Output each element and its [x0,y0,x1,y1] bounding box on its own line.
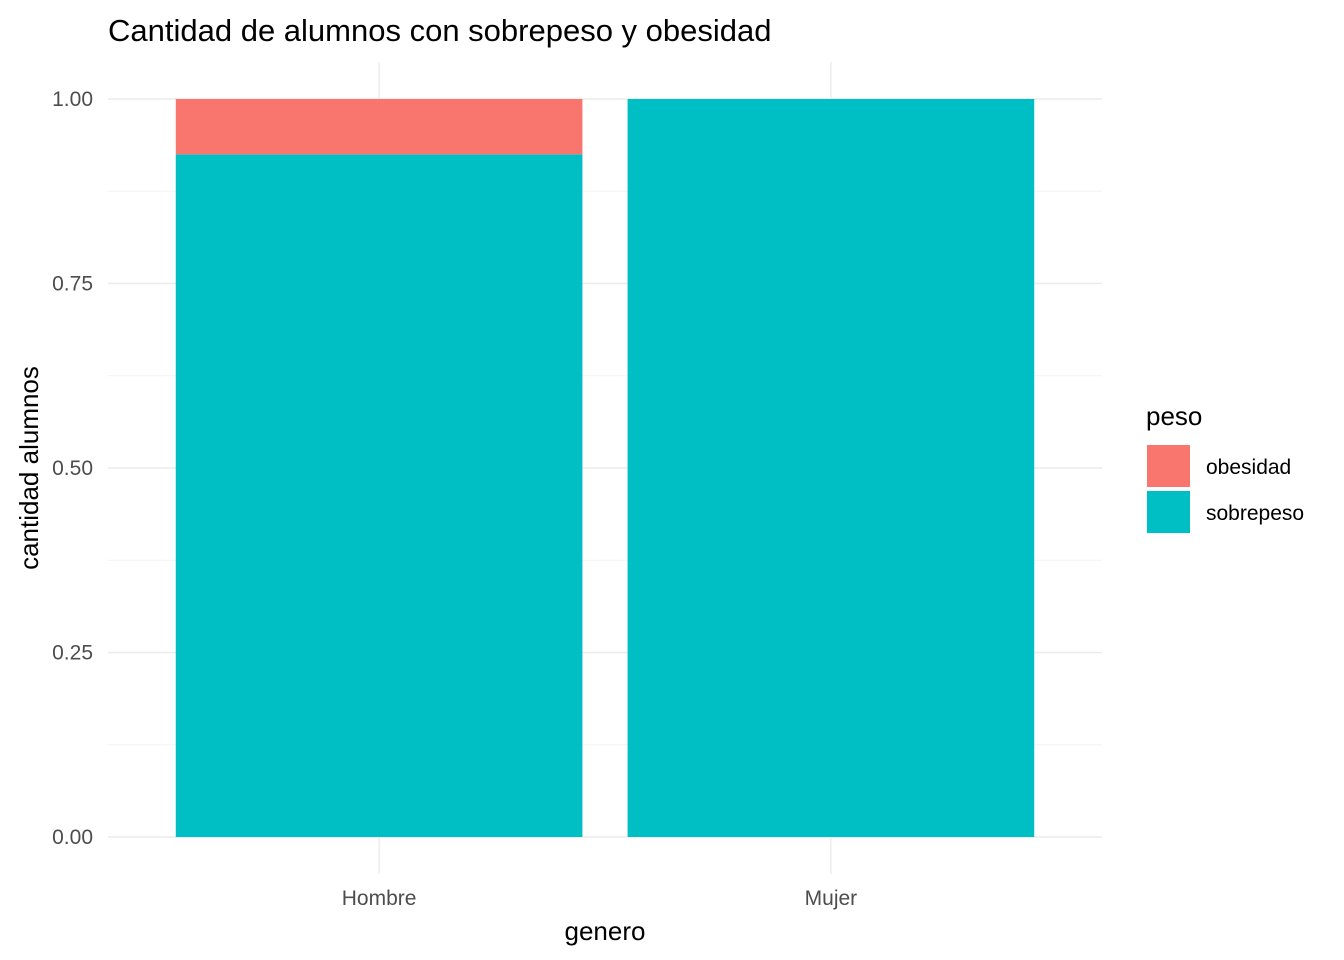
y-tick-label: 1.00 [52,88,93,111]
legend-key-obesidad [1147,445,1190,487]
y-axis-title: cantidad alumnos [14,366,44,570]
chart-title: Cantidad de alumnos con sobrepeso y obes… [108,13,772,48]
y-tick-label: 0.75 [52,273,93,296]
y-tick-label: 0.50 [52,457,93,480]
x-tick-label: Hombre [342,887,417,910]
bars [175,99,1035,838]
y-tick-label: 0.00 [52,826,93,849]
legend-label-sobrepeso: sobrepeso [1206,502,1304,525]
x-tick-label: Mujer [805,887,858,910]
legend-title: peso [1146,401,1202,431]
x-axis-ticks: Hombre Mujer [342,887,857,910]
bar-hombre-obesidad [175,99,583,155]
bar-hombre-sobrepeso [175,154,583,838]
bar-mujer-sobrepeso [627,99,1035,837]
legend: peso obesidad sobrepeso [1146,401,1304,533]
legend-label-obesidad: obesidad [1206,456,1291,479]
y-axis-ticks: 0.00 0.25 0.50 0.75 1.00 [52,88,93,849]
legend-key-sobrepeso [1147,491,1190,533]
x-axis-title: genero [565,916,646,946]
y-tick-label: 0.25 [52,642,93,665]
